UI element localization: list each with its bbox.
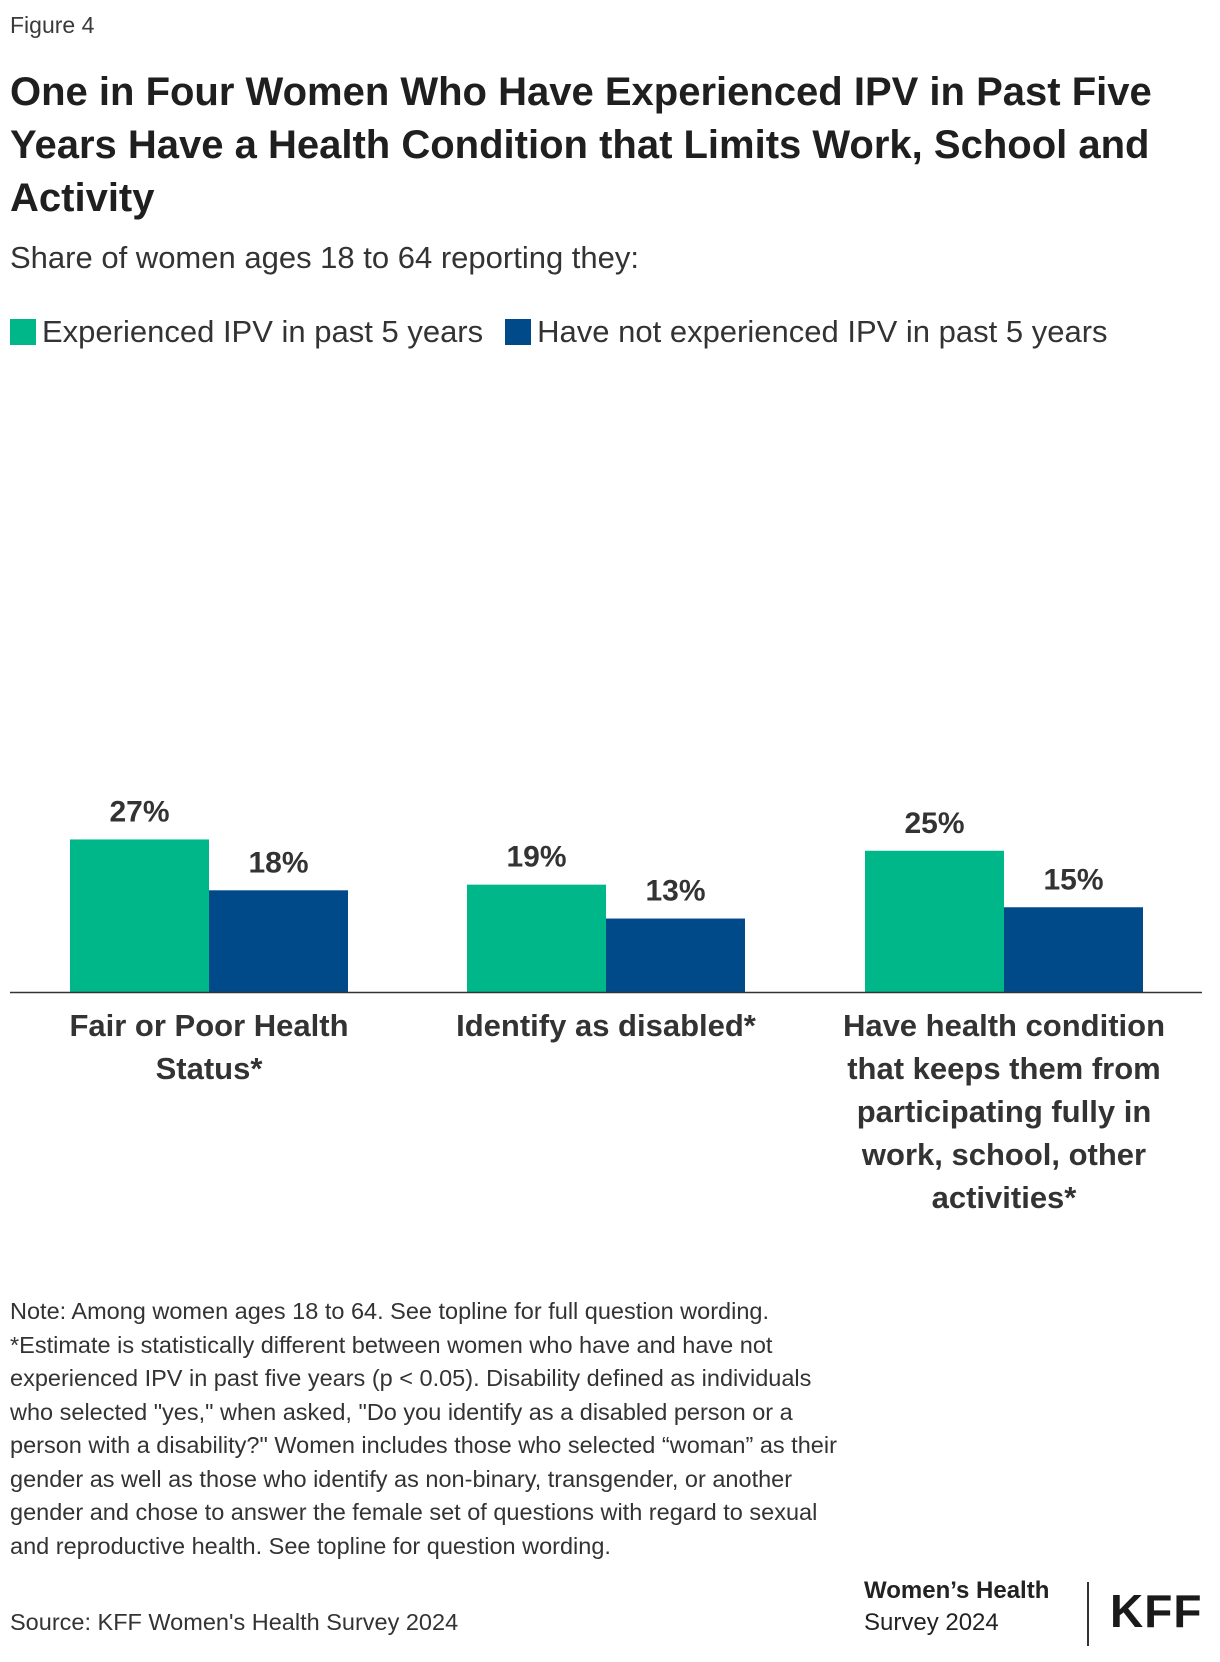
bar-ipv-0 — [70, 839, 209, 992]
bar-ipv-2 — [865, 851, 1004, 992]
chart-note: Note: Among women ages 18 to 64. See top… — [10, 1295, 850, 1563]
data-label-ipv-1: 19% — [506, 841, 566, 874]
data-label-no-ipv-1: 13% — [645, 875, 705, 908]
chart-source: Source: KFF Women's Health Survey 2024 — [10, 1609, 458, 1636]
category-label-2-line-3: work, school, other — [861, 1137, 1146, 1172]
category-label-2-line-0: Have health condition — [843, 1008, 1165, 1043]
bar-no-ipv-0 — [209, 890, 348, 992]
category-label-0-line-1: Status* — [156, 1051, 264, 1086]
category-label-1-line-0: Identify as disabled* — [456, 1008, 757, 1043]
bar-ipv-1 — [467, 885, 606, 992]
survey-brand-line1: Women’s Health — [864, 1575, 1049, 1607]
kff-logo: KFF — [1110, 1584, 1202, 1638]
survey-brand: Women’s Health Survey 2024 — [864, 1575, 1049, 1639]
data-label-ipv-2: 25% — [904, 807, 964, 840]
category-label-2-line-2: participating fully in — [857, 1094, 1152, 1129]
data-label-no-ipv-2: 15% — [1043, 863, 1103, 896]
bar-no-ipv-1 — [606, 919, 745, 992]
survey-brand-line2: Survey 2024 — [864, 1607, 1049, 1639]
bar-chart: 27% 18% Fair or Poor Health Status* 19% 13% Id… — [0, 0, 1220, 1240]
category-label-0-line-0: Fair or Poor Health — [69, 1008, 348, 1043]
brand-divider — [1087, 1582, 1089, 1646]
category-label-2-line-1: that keeps them from — [847, 1051, 1161, 1086]
category-label-2-line-4: activities* — [932, 1180, 1078, 1215]
bar-no-ipv-2 — [1004, 907, 1143, 992]
data-label-ipv-0: 27% — [109, 795, 169, 828]
data-label-no-ipv-0: 18% — [248, 846, 308, 879]
